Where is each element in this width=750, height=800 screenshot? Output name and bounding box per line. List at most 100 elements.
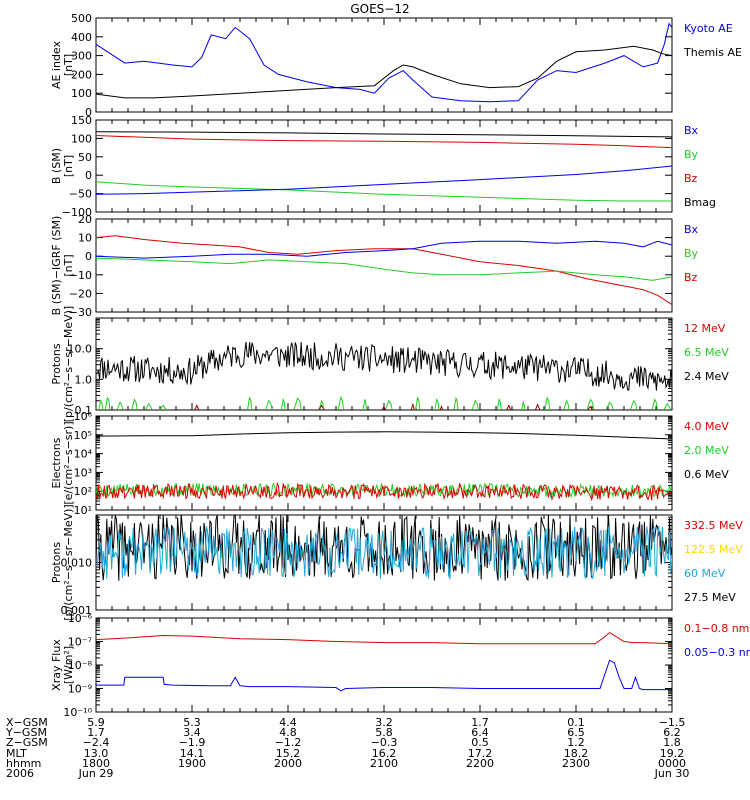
y-axis-label: Xray Flux [50,639,63,691]
footer-value-zgsm: 1.2 [567,736,585,749]
footer-value-xgsm: 3.2 [375,716,393,729]
legend-entry: Bz [684,172,698,185]
legend-entry: Bmag [684,196,716,209]
panel-frame [95,617,673,713]
y-axis-label: [p/(cm²−s−sr−MeV)] [62,504,75,620]
y-tick-label: −50 [69,188,92,201]
panel-bigrf: −30 −20 −10 0 10 20 B (SM)−IGRF (SM) [nT] Bx By Bz [50,213,699,319]
footer-value-ygsm: 6.5 [567,726,585,739]
series-themis-ae [96,45,672,99]
y-tick-label: 300 [71,50,92,63]
footer-value-ygsm: 6.2 [663,726,681,739]
series-6-5-mev [98,395,672,410]
series-by [96,257,672,281]
legend-entry: 0.1−0.8 nm [684,622,749,635]
footer-value-xgsm: 0.1 [567,716,585,729]
footer-value-zgsm: −1.2 [275,736,302,749]
legend-entry: 27.5 MeV [684,591,736,604]
series-bz [96,235,672,306]
footer-value-zgsm: −2.4 [83,736,110,749]
footer-value-mlt: 19.2 [660,747,685,760]
footer-value-ygsm: 3.4 [183,726,201,739]
y-tick-label: 0 [85,106,92,119]
series-group [96,131,672,202]
footer-row-label: hhmm [6,757,41,770]
y-tick-label: 50 [78,151,92,164]
y-tick-label: 10.0 [68,343,93,356]
series-bx [96,240,672,259]
footer-value-hhmm: 2100 [370,757,398,770]
legend-entry: Themis AE [683,46,742,59]
series-0-1-0-8-nm [96,631,672,645]
y-tick-label: 10⁵ [74,429,92,442]
legend-entry: 0.05−0.3 nm [684,646,750,659]
y-tick-label: 10⁻⁸ [68,659,93,672]
footer-value-mlt: 17.2 [468,747,493,760]
y-tick-label: 100 [71,87,92,100]
y-tick-label: 100 [71,132,92,145]
panel-frame [95,17,673,113]
series-group [96,341,672,410]
footer-row-label: X−GSM [6,716,48,729]
footer-value-zgsm: 1.8 [663,736,681,749]
y-tick-label: 200 [71,68,92,81]
y-tick-label: 0 [85,250,92,263]
footer-value-date: Jun 29 [78,767,114,780]
y-tick-label: 10⁻⁶ [68,612,93,625]
y-tick-label: 10⁶ [74,410,93,423]
y-axis-label: [nT] [62,254,75,276]
orbit-footer: X−GSMY−GSMZ−GSMMLThhmm20065.91.7−2.413.0… [5,716,689,780]
footer-value-mlt: 14.1 [180,747,205,760]
y-tick-label: 10³ [74,466,92,479]
legend-entry: 6.5 MeV [684,346,729,359]
footer-value-mlt: 16.2 [372,747,397,760]
panel-ae: 0 100 200 300 400 500 AE index [nT] Kyoto AE Them… [50,12,742,119]
series-group [96,631,672,692]
footer-value-ygsm: 5.8 [375,726,393,739]
series-by [96,181,672,202]
footer-row-label: MLT [6,747,27,760]
footer-value-hhmm: 2000 [274,757,302,770]
series-60-mev [96,525,672,580]
y-axis-label: B (SM) [50,148,63,184]
footer-value-zgsm: −1.9 [179,736,206,749]
footer-value-xgsm: 5.9 [87,716,105,729]
legend-entry: 2.0 MeV [684,444,729,457]
footer-row-label: 2006 [6,767,34,780]
legend-entry: Bx [684,223,699,236]
footer-value-zgsm: −0.3 [371,736,398,749]
y-axis-label: B (SM)−IGRF (SM) [50,216,63,316]
y-tick-label: 0 [85,169,92,182]
series-kyoto-ae [96,22,672,103]
panel-xray: 10⁻¹⁰ 10⁻⁹ 10⁻⁸ 10⁻⁷ 10⁻⁶ Xray Flux [W/m²] 0.1−… [50,612,750,719]
footer-value-hhmm: 0000 [658,757,686,770]
y-tick-label: 1.0 [75,373,93,386]
series-group [96,431,672,502]
figure-title: GOES−12 [350,2,409,16]
series-bx [96,165,672,195]
series-12-mev [194,402,594,410]
y-tick-label: −30 [69,306,92,319]
legend-entry: 4.0 MeV [684,420,729,433]
footer-value-xgsm: 5.3 [183,716,201,729]
series-4-0-mev [96,481,672,502]
y-axis-label: AE index [50,40,63,89]
legend-entry: 60 MeV [684,567,726,580]
y-axis-label: Protons [50,343,63,384]
panel-bsm: −100 −50 0 50 100 150 B (SM) [nT] Bx By Bz Bmag [50,114,716,219]
y-tick-label: 400 [71,31,92,44]
series-group [96,235,672,306]
y-tick-label: −100 [62,206,92,219]
series-group [96,22,672,103]
y-tick-label: 10 [78,232,92,245]
panel-electrons: 10¹ 10² 10³ 10⁴ 10⁵ 10⁶ Electrons [e/(cm²−s−sr)… [50,410,729,517]
footer-value-date: Jun 30 [654,767,690,780]
y-axis-label: Protons [50,542,63,583]
footer-value-hhmm: 1800 [82,757,110,770]
panel-protons_hi: 0.1 1.0 10.0 Protons [p/(cm²−s−sr−MeV)] 12 Me… [50,306,729,422]
panel-frame [95,218,673,313]
legend-entry: 2.4 MeV [684,370,729,383]
y-tick-label: 0.010 [61,557,93,570]
legend-entry: Bz [684,271,698,284]
